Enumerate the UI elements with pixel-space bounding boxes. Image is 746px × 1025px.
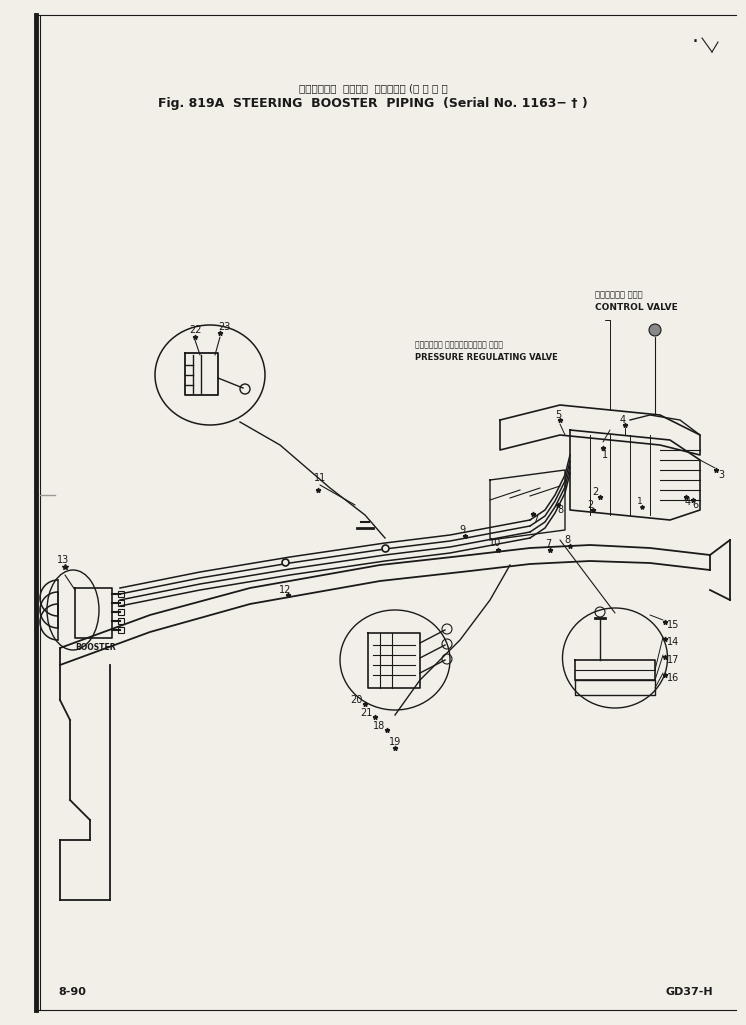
Bar [118,591,124,597]
Text: CONTROL VALVE: CONTROL VALVE [595,303,678,313]
Text: 1: 1 [602,450,608,460]
Text: 10: 10 [489,538,501,548]
Text: 9: 9 [459,525,465,535]
Bar [118,618,124,624]
Circle shape [649,324,661,336]
Text: 12: 12 [279,585,291,594]
Text: ステアリング  ブースタ  パイピング (適 用 号 機: ステアリング ブースタ パイピング (適 用 号 機 [298,83,448,93]
Bar [118,627,124,633]
Text: 23: 23 [218,322,231,332]
Bar [118,609,124,615]
Text: BOOSTER: BOOSTER [75,644,116,653]
Text: 2: 2 [587,500,593,510]
Text: 13: 13 [57,555,69,565]
Text: 2: 2 [592,487,598,497]
Text: コントロール バルブ: コントロール バルブ [595,290,642,299]
Text: 14: 14 [667,637,680,647]
Text: 15: 15 [667,620,680,630]
Text: Fig. 819A  STEERING  BOOSTER  PIPING  (Serial No. 1163− † ): Fig. 819A STEERING BOOSTER PIPING (Seria… [158,97,588,111]
Text: 17: 17 [667,655,680,665]
Text: 7: 7 [545,539,551,549]
Text: 20: 20 [351,695,363,705]
Text: 8: 8 [564,535,570,545]
Text: 11: 11 [314,473,326,483]
Text: ·: · [692,32,698,52]
Text: 16: 16 [667,673,680,683]
Text: 8: 8 [557,505,563,515]
Text: GD37-H: GD37-H [665,987,712,997]
Text: 1: 1 [637,497,643,506]
Text: 22: 22 [189,325,201,335]
Text: PRESSURE REGULATING VALVE: PRESSURE REGULATING VALVE [415,354,558,363]
Text: 3: 3 [718,470,724,480]
Text: プレッシャー レギュレーティング バルブ: プレッシャー レギュレーティング バルブ [415,340,503,350]
Bar [118,600,124,606]
Text: 4: 4 [620,415,626,425]
Text: 5: 5 [555,410,561,420]
Text: 8-90: 8-90 [58,987,86,997]
Text: 6: 6 [692,500,698,510]
Text: 7: 7 [532,515,538,525]
Text: 18: 18 [373,721,385,731]
Text: 19: 19 [389,737,401,747]
Text: 21: 21 [360,708,373,718]
Text: 4: 4 [685,497,691,507]
